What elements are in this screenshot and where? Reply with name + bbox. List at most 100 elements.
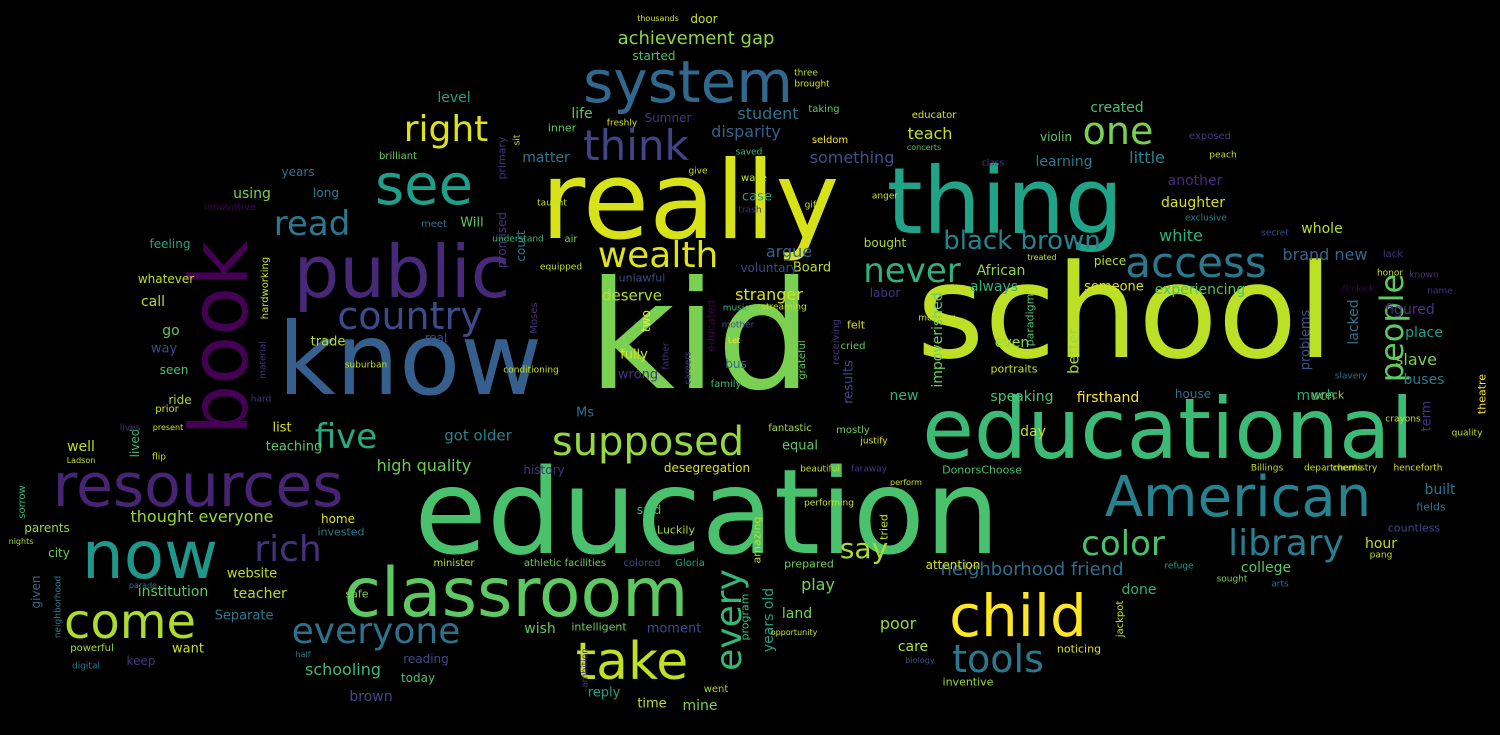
word: even (994, 335, 1030, 351)
word: peach (1209, 150, 1237, 161)
word: O'clock (1341, 284, 1375, 295)
word: wealth (597, 235, 719, 276)
word: educational (922, 380, 1414, 478)
word: moment (646, 621, 702, 637)
word: got older (444, 426, 512, 445)
word: mother (721, 320, 755, 331)
word: institution (137, 584, 209, 600)
word: door (690, 12, 718, 26)
word: right (403, 109, 489, 150)
word: educated (704, 300, 718, 352)
word: hardworking (260, 256, 271, 320)
word: Let (727, 336, 741, 345)
word: know (277, 301, 543, 418)
word: land (781, 606, 813, 622)
word: secret (1261, 228, 1289, 239)
word: reading (403, 652, 449, 666)
word: place (1405, 325, 1443, 341)
word: thing (886, 148, 1124, 255)
word: went (703, 684, 729, 695)
word: lack (1382, 249, 1404, 260)
word: noticing (1056, 642, 1102, 656)
word: someone (1084, 279, 1144, 295)
word: jackpot (1115, 600, 1126, 638)
word: equipped (539, 262, 583, 273)
word: slave (1395, 350, 1437, 369)
word: teaching (265, 439, 323, 455)
word: way (150, 341, 178, 357)
word: refuge (1164, 561, 1194, 572)
word: portraits (990, 362, 1038, 376)
word: call (140, 294, 166, 310)
word: parents (24, 521, 70, 535)
word: education (414, 443, 1000, 581)
word: parade (128, 581, 158, 590)
word: ride (168, 393, 192, 407)
word: trash (738, 205, 762, 216)
word: brown (349, 689, 393, 705)
word: meet (421, 219, 447, 230)
word: prior (155, 404, 179, 415)
word: music (722, 303, 750, 314)
word: justify (860, 436, 888, 447)
word: much (1296, 388, 1336, 404)
word: brilliant (379, 151, 417, 162)
word: public (293, 230, 511, 314)
word: high quality (376, 456, 472, 475)
word: trade (310, 334, 346, 350)
word: paradigm (1023, 293, 1037, 347)
word: taught (537, 198, 567, 209)
word: voluntary (740, 261, 798, 275)
word: resources (52, 451, 344, 521)
word: new (889, 388, 919, 404)
word: bought (863, 236, 907, 250)
word: whole (1301, 221, 1343, 237)
word: Sumner (644, 111, 692, 125)
word: departments (1304, 463, 1362, 474)
word: careers (683, 351, 694, 385)
word: built (1424, 482, 1456, 498)
word: student (737, 104, 799, 123)
word: teacher (233, 586, 287, 602)
word: thought everyone (130, 507, 274, 526)
word: present (152, 423, 184, 432)
word: argue (765, 242, 813, 261)
word: go (162, 323, 180, 339)
word: problems (1298, 309, 1314, 371)
word: history (523, 463, 565, 477)
word: poor (879, 614, 917, 633)
word: mine (682, 698, 718, 714)
word: system (583, 48, 793, 116)
word: everyone (291, 611, 461, 652)
word: three (794, 68, 818, 79)
word: fantastic (768, 423, 812, 434)
word: using (233, 186, 271, 202)
word: Separate (214, 608, 274, 624)
word: city (48, 546, 70, 560)
word: equal (781, 438, 819, 454)
word: brought (794, 79, 830, 90)
word: rich (254, 529, 322, 570)
word: two (639, 310, 653, 332)
word: Luckily (657, 523, 695, 537)
word: primary (495, 136, 509, 180)
word: cried (840, 341, 866, 352)
word: henceforth (1393, 463, 1443, 474)
word: keep (126, 654, 156, 668)
word: honor (1376, 268, 1404, 279)
word: beautiful (800, 464, 840, 475)
word: case (742, 189, 772, 205)
word: slavery (1334, 371, 1368, 382)
word: Gloria (675, 558, 705, 569)
word: mostly (836, 425, 870, 436)
word: nights (8, 537, 34, 546)
word: minister (433, 558, 475, 569)
word: hour (1364, 536, 1398, 552)
word: something (809, 148, 895, 167)
word: grateful (797, 340, 808, 380)
word: innovative (203, 202, 257, 213)
word: exclusive (1185, 213, 1227, 224)
word: educator (911, 110, 957, 121)
word: take (575, 632, 689, 692)
word: well (67, 439, 95, 455)
